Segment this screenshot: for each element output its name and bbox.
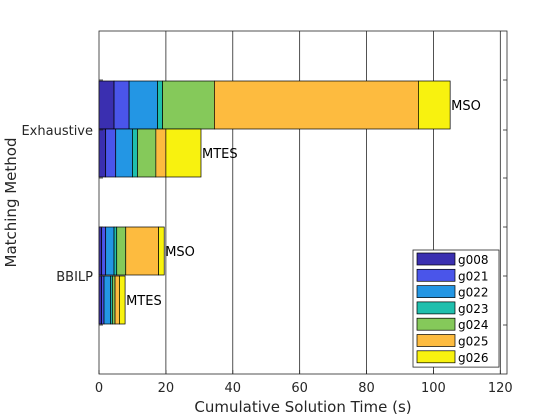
bar-segment-g008: [98, 226, 103, 276]
legend-swatch-g021: [416, 268, 456, 282]
bar-segment-g008: [98, 128, 107, 178]
bar-segment-g023: [132, 128, 138, 178]
x-tick-labels: 0 20 40 60 80 100 120: [95, 381, 513, 396]
bar-segment-g024: [162, 80, 215, 130]
bar-segment-g022: [103, 275, 112, 325]
legend-label-g025: g025: [458, 335, 489, 349]
bar-end-label: MSO: [165, 245, 195, 260]
bar-labels: MSO MTES MSO MTES: [126, 99, 481, 309]
bar-segment-g026: [418, 80, 451, 130]
bar-segment-g026: [165, 128, 202, 178]
bar-segment-g008: [98, 275, 103, 325]
x-tick-label: 40: [224, 381, 241, 396]
bar-segment-g025: [155, 128, 167, 178]
bar-segment-g021: [101, 226, 107, 276]
bar-end-label: MTES: [126, 294, 162, 309]
bar-segment-g026: [158, 226, 165, 276]
legend-swatch-g026: [416, 350, 456, 364]
legend-swatch-g023: [416, 301, 456, 315]
bar-segment-g022: [105, 226, 115, 276]
bar-segment-g025: [114, 275, 120, 325]
axis-ticks: [98, 79, 507, 374]
legend-label-g026: g026: [458, 351, 489, 365]
bar-segment-g024: [137, 128, 157, 178]
chart-legend: g008 g021 g022 g023 g024 g025 g026: [412, 249, 500, 368]
legend-swatch-g025: [416, 334, 456, 347]
bar-segment-g021: [105, 128, 117, 178]
legend-label-g021: g021: [458, 269, 489, 283]
plot-frame: [98, 30, 508, 375]
y-category-labels: Exhaustive BBILP: [21, 124, 93, 285]
category-label: BBILP: [56, 270, 93, 285]
legend-swatch-g024: [416, 317, 456, 331]
bar-segment-g021: [101, 275, 105, 325]
x-tick-label: 60: [291, 381, 308, 396]
bar-segment-g023: [113, 226, 118, 276]
bar-end-label: MTES: [202, 147, 238, 162]
x-tick-label: 80: [358, 381, 375, 396]
legend-label-g024: g024: [458, 318, 489, 332]
x-tick-label: 100: [421, 381, 446, 396]
x-tick-label: 0: [95, 381, 103, 396]
bar-segment-g021: [113, 80, 130, 130]
bar-segment-g024: [112, 275, 116, 325]
y-axis-title: Matching Method: [2, 138, 20, 268]
x-tick-label: 20: [158, 381, 175, 396]
bar-end-label: MSO: [451, 99, 481, 114]
bar-segment-g008: [98, 80, 115, 130]
bar-segment-g025: [125, 226, 159, 276]
legend-label-g023: g023: [458, 302, 489, 316]
bar-segment-g025: [214, 80, 419, 130]
bar-segment-g022: [128, 80, 158, 130]
legend-label-g022: g022: [458, 286, 489, 300]
bar-segment-g022: [115, 128, 133, 178]
legend-label-g008: g008: [458, 253, 489, 267]
category-label: Exhaustive: [21, 124, 93, 139]
bar-segments: [98, 80, 451, 325]
x-axis-title: Cumulative Solution Time (s): [194, 398, 411, 416]
bar-segment-g024: [116, 226, 127, 276]
bar-segment-g023: [157, 80, 163, 130]
bar-segment-g026: [119, 275, 126, 325]
x-tick-label: 120: [488, 381, 513, 396]
legend-swatch-g022: [416, 285, 456, 298]
legend-swatch-g008: [416, 252, 456, 266]
